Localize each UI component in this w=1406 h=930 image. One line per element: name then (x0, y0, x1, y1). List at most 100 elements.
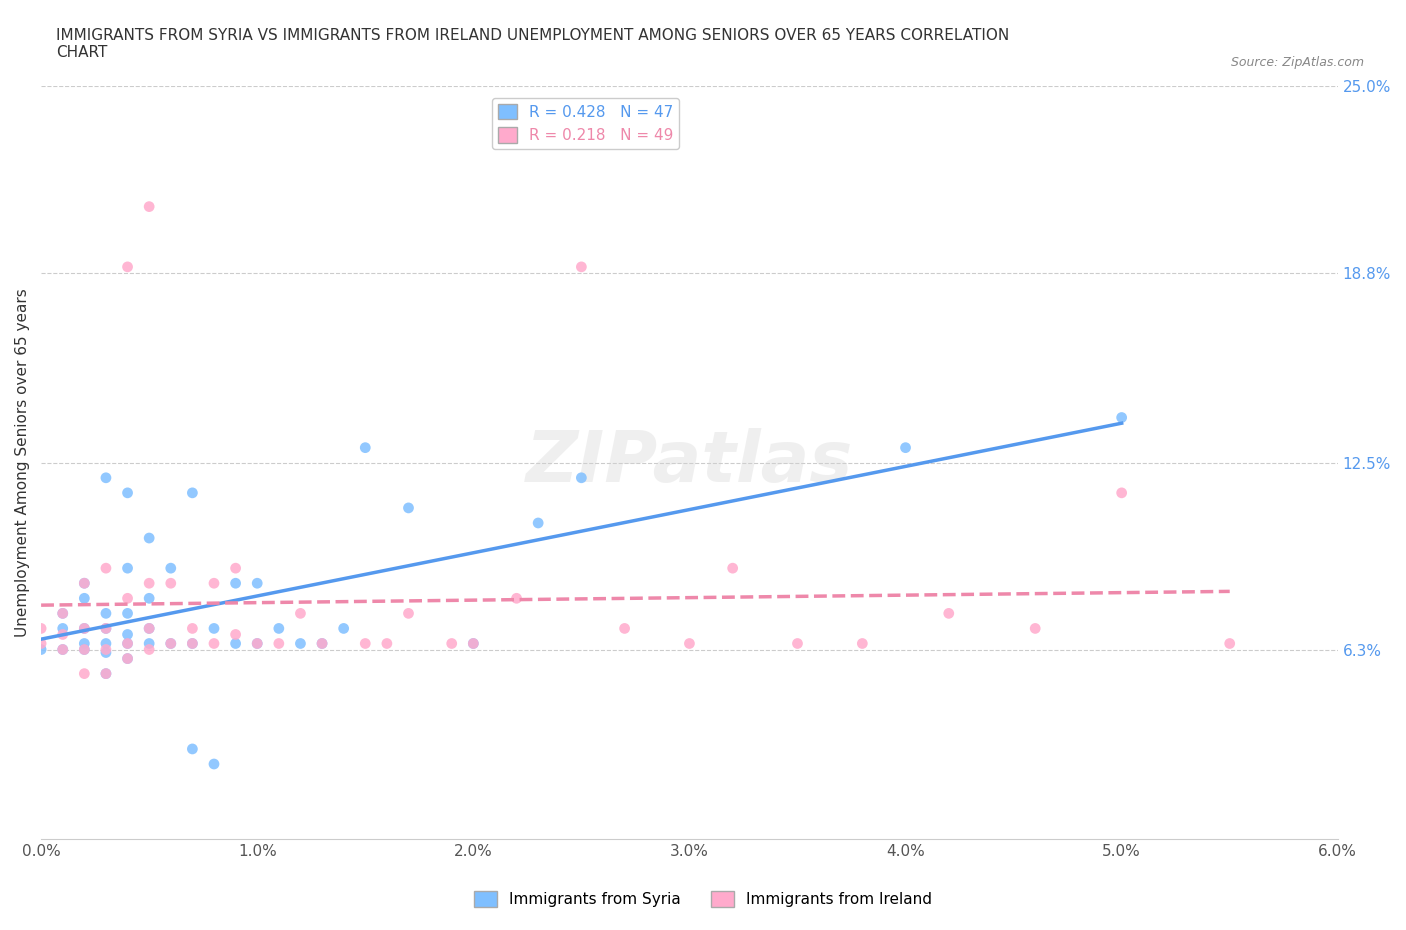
Point (181, 621, 204, 636)
Point (52, 621, 75, 636)
Point (159, 636, 181, 651)
Point (117, 651, 139, 666)
Point (52, 606, 75, 621)
Point (138, 591, 160, 605)
Point (159, 561, 181, 576)
Point (225, 561, 247, 576)
Point (94, 666, 117, 681)
Point (117, 627, 139, 642)
Point (1111, 410, 1133, 425)
Point (94, 471, 117, 485)
Point (73, 636, 96, 651)
Point (613, 621, 636, 636)
Text: IMMIGRANTS FROM SYRIA VS IMMIGRANTS FROM IRELAND UNEMPLOYMENT AMONG SENIORS OVER: IMMIGRANTS FROM SYRIA VS IMMIGRANTS FROM… (56, 28, 1010, 60)
Point (398, 500, 420, 515)
Point (354, 440, 377, 455)
Point (311, 636, 333, 651)
Point (30, 621, 52, 636)
Point (354, 636, 377, 651)
Point (117, 636, 139, 651)
Point (721, 561, 744, 576)
Point (678, 636, 700, 651)
Point (463, 636, 485, 651)
Point (94, 621, 117, 636)
Point (138, 199, 160, 214)
Point (571, 259, 593, 274)
Point (225, 576, 247, 591)
Point (851, 636, 873, 651)
Point (94, 621, 117, 636)
Point (181, 741, 204, 756)
Point (117, 485, 139, 500)
Point (894, 440, 917, 455)
Point (138, 621, 160, 636)
Point (181, 636, 204, 651)
Legend: Immigrants from Syria, Immigrants from Ireland: Immigrants from Syria, Immigrants from I… (468, 884, 938, 913)
Text: Source: ZipAtlas.com: Source: ZipAtlas.com (1230, 56, 1364, 69)
Point (117, 606, 139, 621)
Point (94, 606, 117, 621)
Point (225, 636, 247, 651)
Point (138, 642, 160, 657)
Point (30, 642, 52, 657)
Point (398, 606, 420, 621)
Point (73, 621, 96, 636)
Point (94, 645, 117, 660)
Point (311, 636, 333, 651)
Point (202, 621, 225, 636)
Point (225, 627, 247, 642)
Point (375, 636, 398, 651)
Point (52, 606, 75, 621)
Point (138, 576, 160, 591)
Point (73, 621, 96, 636)
Point (159, 636, 181, 651)
Point (1024, 621, 1046, 636)
Point (786, 636, 808, 651)
Point (440, 636, 463, 651)
Y-axis label: Unemployment Among Seniors over 65 years: Unemployment Among Seniors over 65 years (15, 288, 30, 637)
Point (571, 471, 593, 485)
Point (527, 515, 550, 530)
Point (52, 642, 75, 657)
Point (181, 485, 204, 500)
Point (267, 636, 290, 651)
Point (138, 531, 160, 546)
Point (117, 636, 139, 651)
Point (73, 666, 96, 681)
Point (202, 576, 225, 591)
Point (246, 636, 269, 651)
Point (73, 642, 96, 657)
Legend: R = 0.428   N = 47, R = 0.218   N = 49: R = 0.428 N = 47, R = 0.218 N = 49 (492, 98, 679, 150)
Point (94, 561, 117, 576)
Point (202, 757, 225, 772)
Point (181, 636, 204, 651)
Point (94, 636, 117, 651)
Point (938, 606, 960, 621)
Point (246, 576, 269, 591)
Point (138, 636, 160, 651)
Point (290, 636, 312, 651)
Point (463, 636, 485, 651)
Point (117, 259, 139, 274)
Point (1111, 485, 1133, 500)
Point (159, 576, 181, 591)
Point (73, 576, 96, 591)
Text: ZIPatlas: ZIPatlas (526, 428, 853, 498)
Point (117, 591, 139, 605)
Point (202, 636, 225, 651)
Point (73, 642, 96, 657)
Point (52, 642, 75, 657)
Point (73, 576, 96, 591)
Point (94, 642, 117, 657)
Point (138, 621, 160, 636)
Point (290, 606, 312, 621)
Point (94, 666, 117, 681)
Point (52, 627, 75, 642)
Point (332, 621, 354, 636)
Point (117, 651, 139, 666)
Point (267, 621, 290, 636)
Point (505, 591, 527, 605)
Point (117, 561, 139, 576)
Point (73, 591, 96, 605)
Point (30, 636, 52, 651)
